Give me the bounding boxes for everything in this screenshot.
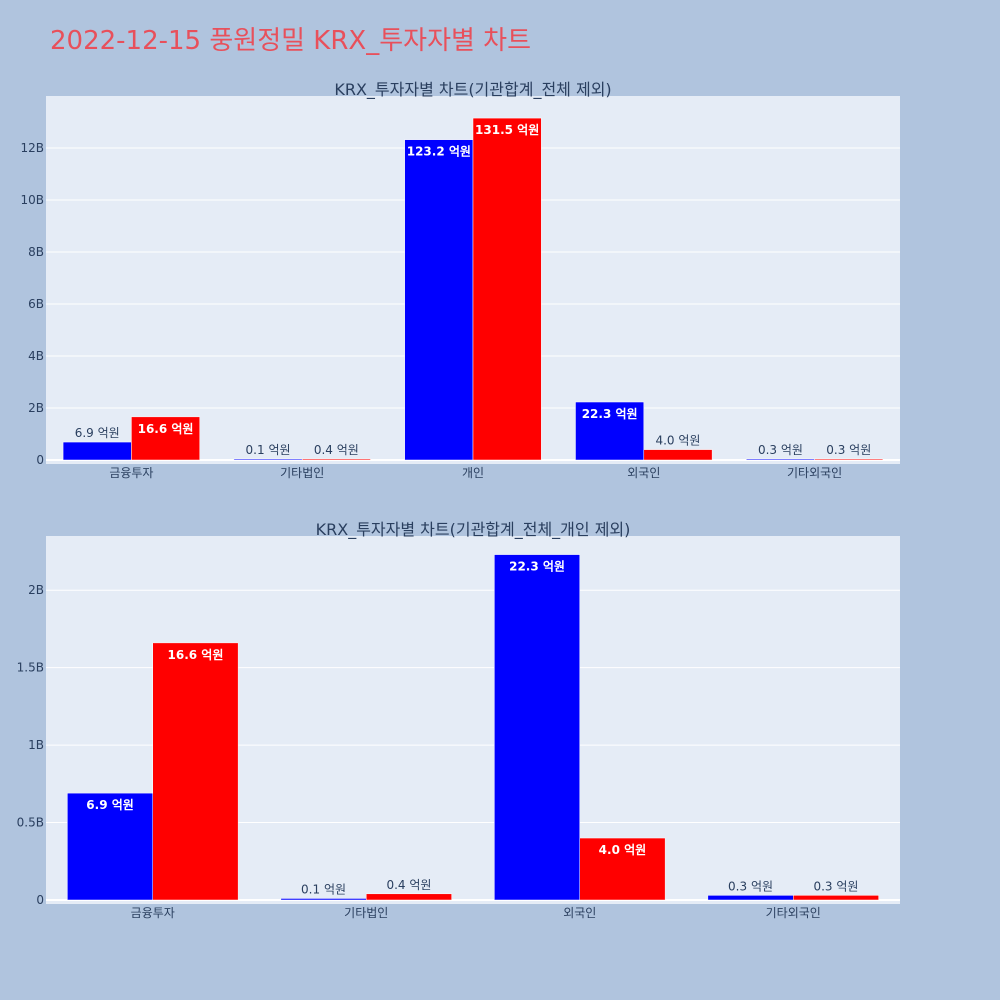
x-tick-label: 기타법인 <box>344 906 388 920</box>
charts-container: 0 2B 4B 6B 8B 10B 12B KRX_투자자별 차트(기관합계_전체 제외) 금융… <box>17 80 900 920</box>
x-tick-label: 기타법인 <box>280 466 324 480</box>
data-label: 6.9 억원 <box>86 798 134 812</box>
bar[interactable] <box>67 792 153 901</box>
chart-title: KRX_투자자별 차트(기관합계_전체_개인 제외) <box>316 520 631 540</box>
data-label: 0.3 억원 <box>813 879 858 893</box>
bar[interactable] <box>366 893 452 901</box>
x-tick-label: 개인 <box>462 466 484 480</box>
bar[interactable] <box>793 895 879 901</box>
x-tick-label: 기타외국인 <box>787 466 842 480</box>
page-title: 2022-12-15 풍원정밀 KRX_투자자별 차트 <box>50 26 531 56</box>
bar[interactable] <box>131 416 200 461</box>
bar[interactable] <box>494 554 581 901</box>
bar[interactable] <box>579 837 666 901</box>
y-tick-label: 8B <box>28 245 44 259</box>
bar[interactable] <box>280 898 367 901</box>
bar[interactable] <box>62 441 132 461</box>
y-tick-label: 12B <box>20 141 44 155</box>
data-label: 0.3 억원 <box>728 879 773 893</box>
data-label: 6.9 억원 <box>75 426 120 440</box>
y-tick-label: 2B <box>28 401 44 415</box>
data-label: 0.3 억원 <box>826 443 871 457</box>
bar[interactable] <box>707 895 794 901</box>
x-tick-label: 금융투자 <box>109 466 153 480</box>
chart-2: 0 0.5B 1B 1.5B 2B KRX_투자자별 차트(기관합계_전체_개인 제외) 금… <box>17 520 900 920</box>
bar[interactable] <box>643 449 713 461</box>
data-label: 0.1 억원 <box>246 443 291 457</box>
data-label: 0.4 억원 <box>386 878 431 892</box>
y-tick-label: 0 <box>36 453 44 467</box>
y-tick-label: 6B <box>28 297 44 311</box>
data-label: 4.0 억원 <box>655 434 700 448</box>
bar[interactable] <box>472 117 542 461</box>
data-label: 16.6 억원 <box>138 422 194 436</box>
y-tick-label: 10B <box>20 193 44 207</box>
y-tick-label: 1.5B <box>17 661 44 675</box>
x-tick-label: 기타외국인 <box>766 906 821 920</box>
data-label: 131.5 억원 <box>475 123 539 137</box>
chart-1: 0 2B 4B 6B 8B 10B 12B KRX_투자자별 차트(기관합계_전체 제외) 금융… <box>20 80 900 480</box>
x-tick-label: 외국인 <box>627 466 660 480</box>
y-tick-label: 0 <box>36 893 44 907</box>
bar[interactable] <box>233 458 303 461</box>
bar[interactable] <box>152 642 239 901</box>
data-label: 123.2 억원 <box>407 145 471 159</box>
data-label: 0.4 억원 <box>314 443 359 457</box>
bar[interactable] <box>575 401 645 461</box>
data-label: 4.0 억원 <box>599 843 647 857</box>
y-tick-label: 2B <box>28 583 44 597</box>
y-tick-label: 4B <box>28 349 44 363</box>
chart-title: KRX_투자자별 차트(기관합계_전체 제외) <box>334 80 611 100</box>
data-label: 16.6 억원 <box>168 648 224 662</box>
data-label: 0.1 억원 <box>301 882 346 896</box>
bar[interactable] <box>404 139 474 461</box>
y-tick-label: 0.5B <box>17 816 44 830</box>
bar[interactable] <box>746 458 815 461</box>
data-label: 22.3 억원 <box>509 560 565 574</box>
x-tick-label: 외국인 <box>563 906 596 920</box>
bar[interactable] <box>301 458 371 461</box>
data-label: 0.3 억원 <box>758 443 803 457</box>
bar[interactable] <box>814 458 884 461</box>
data-label: 22.3 억원 <box>582 407 638 421</box>
y-tick-label: 1B <box>28 738 44 752</box>
x-tick-label: 금융투자 <box>131 906 175 920</box>
